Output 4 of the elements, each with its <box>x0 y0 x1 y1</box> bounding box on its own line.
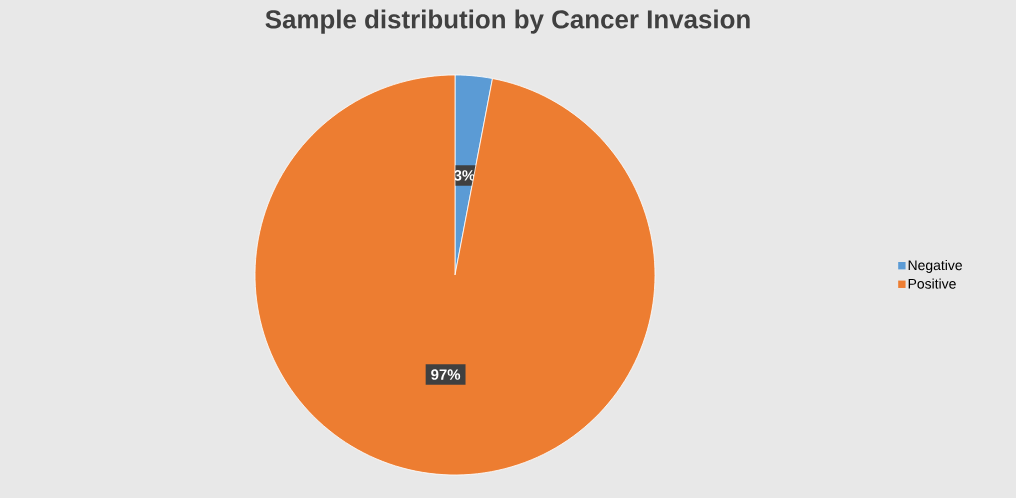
legend-label: Positive <box>908 278 956 289</box>
chart-title: Sample distribution by Cancer Invasion <box>265 9 750 34</box>
data-label: 97% <box>431 369 461 380</box>
legend-label: Negative <box>908 259 962 273</box>
